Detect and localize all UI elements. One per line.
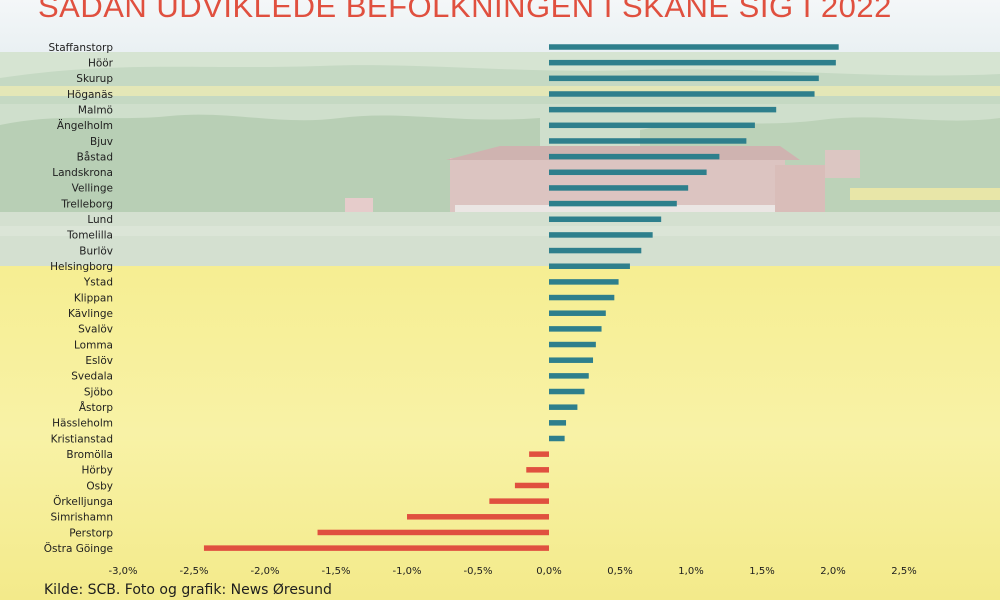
- category-label: Kristianstad: [51, 433, 113, 445]
- bar: [549, 232, 653, 238]
- category-label: Åstorp: [79, 401, 114, 414]
- bar: [514, 482, 549, 489]
- category-label: Lund: [87, 214, 113, 226]
- bar: [549, 122, 755, 129]
- category-label: Ystad: [83, 277, 113, 289]
- category-label: Staffanstorp: [48, 42, 113, 54]
- bar: [549, 279, 619, 285]
- bar: [549, 373, 589, 379]
- bar: [549, 310, 606, 316]
- x-tick-label: -2,5%: [179, 566, 208, 577]
- category-label: Landskrona: [52, 167, 113, 179]
- bar: [549, 138, 747, 144]
- x-tick-label: 0,5%: [607, 566, 632, 577]
- category-label: Örkelljunga: [53, 495, 113, 508]
- category-label: Tomelilla: [66, 230, 113, 242]
- bar: [549, 91, 815, 97]
- category-label: Svedala: [71, 371, 113, 383]
- x-tick-label: 1,5%: [749, 566, 774, 577]
- bar: [317, 529, 549, 536]
- category-label: Eslöv: [85, 355, 113, 367]
- x-tick-label: 2,5%: [891, 566, 916, 577]
- category-label: Lomma: [74, 339, 113, 351]
- bar: [549, 185, 689, 191]
- x-tick-label: 0,0%: [536, 566, 561, 577]
- x-tick-label: -1,0%: [392, 566, 421, 577]
- source-credit: Kilde: SCB. Foto og grafik: News Øresund: [44, 582, 332, 598]
- bar: [549, 388, 585, 395]
- bar: [203, 545, 549, 551]
- category-label: Simrishamn: [51, 512, 114, 524]
- bar: [549, 247, 642, 254]
- x-tick-label: -3,0%: [108, 566, 137, 577]
- category-label: Vellinge: [72, 183, 113, 195]
- bar: [526, 467, 549, 473]
- bar: [549, 435, 565, 442]
- category-label: Hässleholm: [52, 418, 113, 430]
- bar: [549, 263, 630, 269]
- bar: [529, 451, 549, 457]
- bar: [489, 498, 549, 504]
- category-label: Ängelholm: [57, 119, 113, 132]
- category-label: Båstad: [77, 150, 113, 163]
- bar: [549, 404, 578, 410]
- bar: [549, 326, 602, 332]
- category-label: Bjuv: [90, 136, 113, 148]
- category-label: Osby: [86, 480, 113, 492]
- bar: [549, 341, 596, 348]
- bar: [549, 75, 819, 82]
- chart-title: SÅDAN UDVIKLEDE BEFOLKNINGEN I SKÅNE SIG…: [38, 0, 892, 24]
- bar: [549, 357, 594, 363]
- x-tick-label: -0,5%: [463, 566, 492, 577]
- category-label: Hörby: [81, 465, 113, 477]
- category-label: Burlöv: [79, 245, 113, 257]
- category-label: Skurup: [76, 73, 113, 85]
- bar: [549, 44, 839, 50]
- category-label: Höör: [88, 57, 114, 69]
- bar: [549, 169, 707, 176]
- bar: [407, 514, 549, 520]
- bar: [549, 420, 567, 426]
- bar: [549, 153, 720, 160]
- category-label: Östra Göinge: [44, 542, 113, 555]
- category-label: Helsingborg: [50, 261, 113, 273]
- category-label: Trelleborg: [60, 198, 113, 210]
- category-label: Svalöv: [78, 324, 113, 336]
- x-tick-label: 2,0%: [820, 566, 845, 577]
- category-label: Kävlinge: [68, 308, 113, 320]
- x-tick-label: -2,0%: [250, 566, 279, 577]
- x-tick-label: -1,5%: [321, 566, 350, 577]
- bar: [549, 106, 777, 113]
- bar: [549, 59, 836, 66]
- category-label: Klippan: [74, 292, 113, 304]
- bar: [549, 200, 677, 207]
- category-label: Sjöbo: [84, 386, 113, 398]
- category-label: Malmö: [78, 104, 113, 116]
- x-tick-label: 1,0%: [678, 566, 703, 577]
- bar: [549, 216, 662, 223]
- category-label: Höganäs: [67, 89, 113, 101]
- category-label: Bromölla: [66, 449, 113, 461]
- category-label: Perstorp: [69, 527, 113, 539]
- bar: [549, 294, 615, 301]
